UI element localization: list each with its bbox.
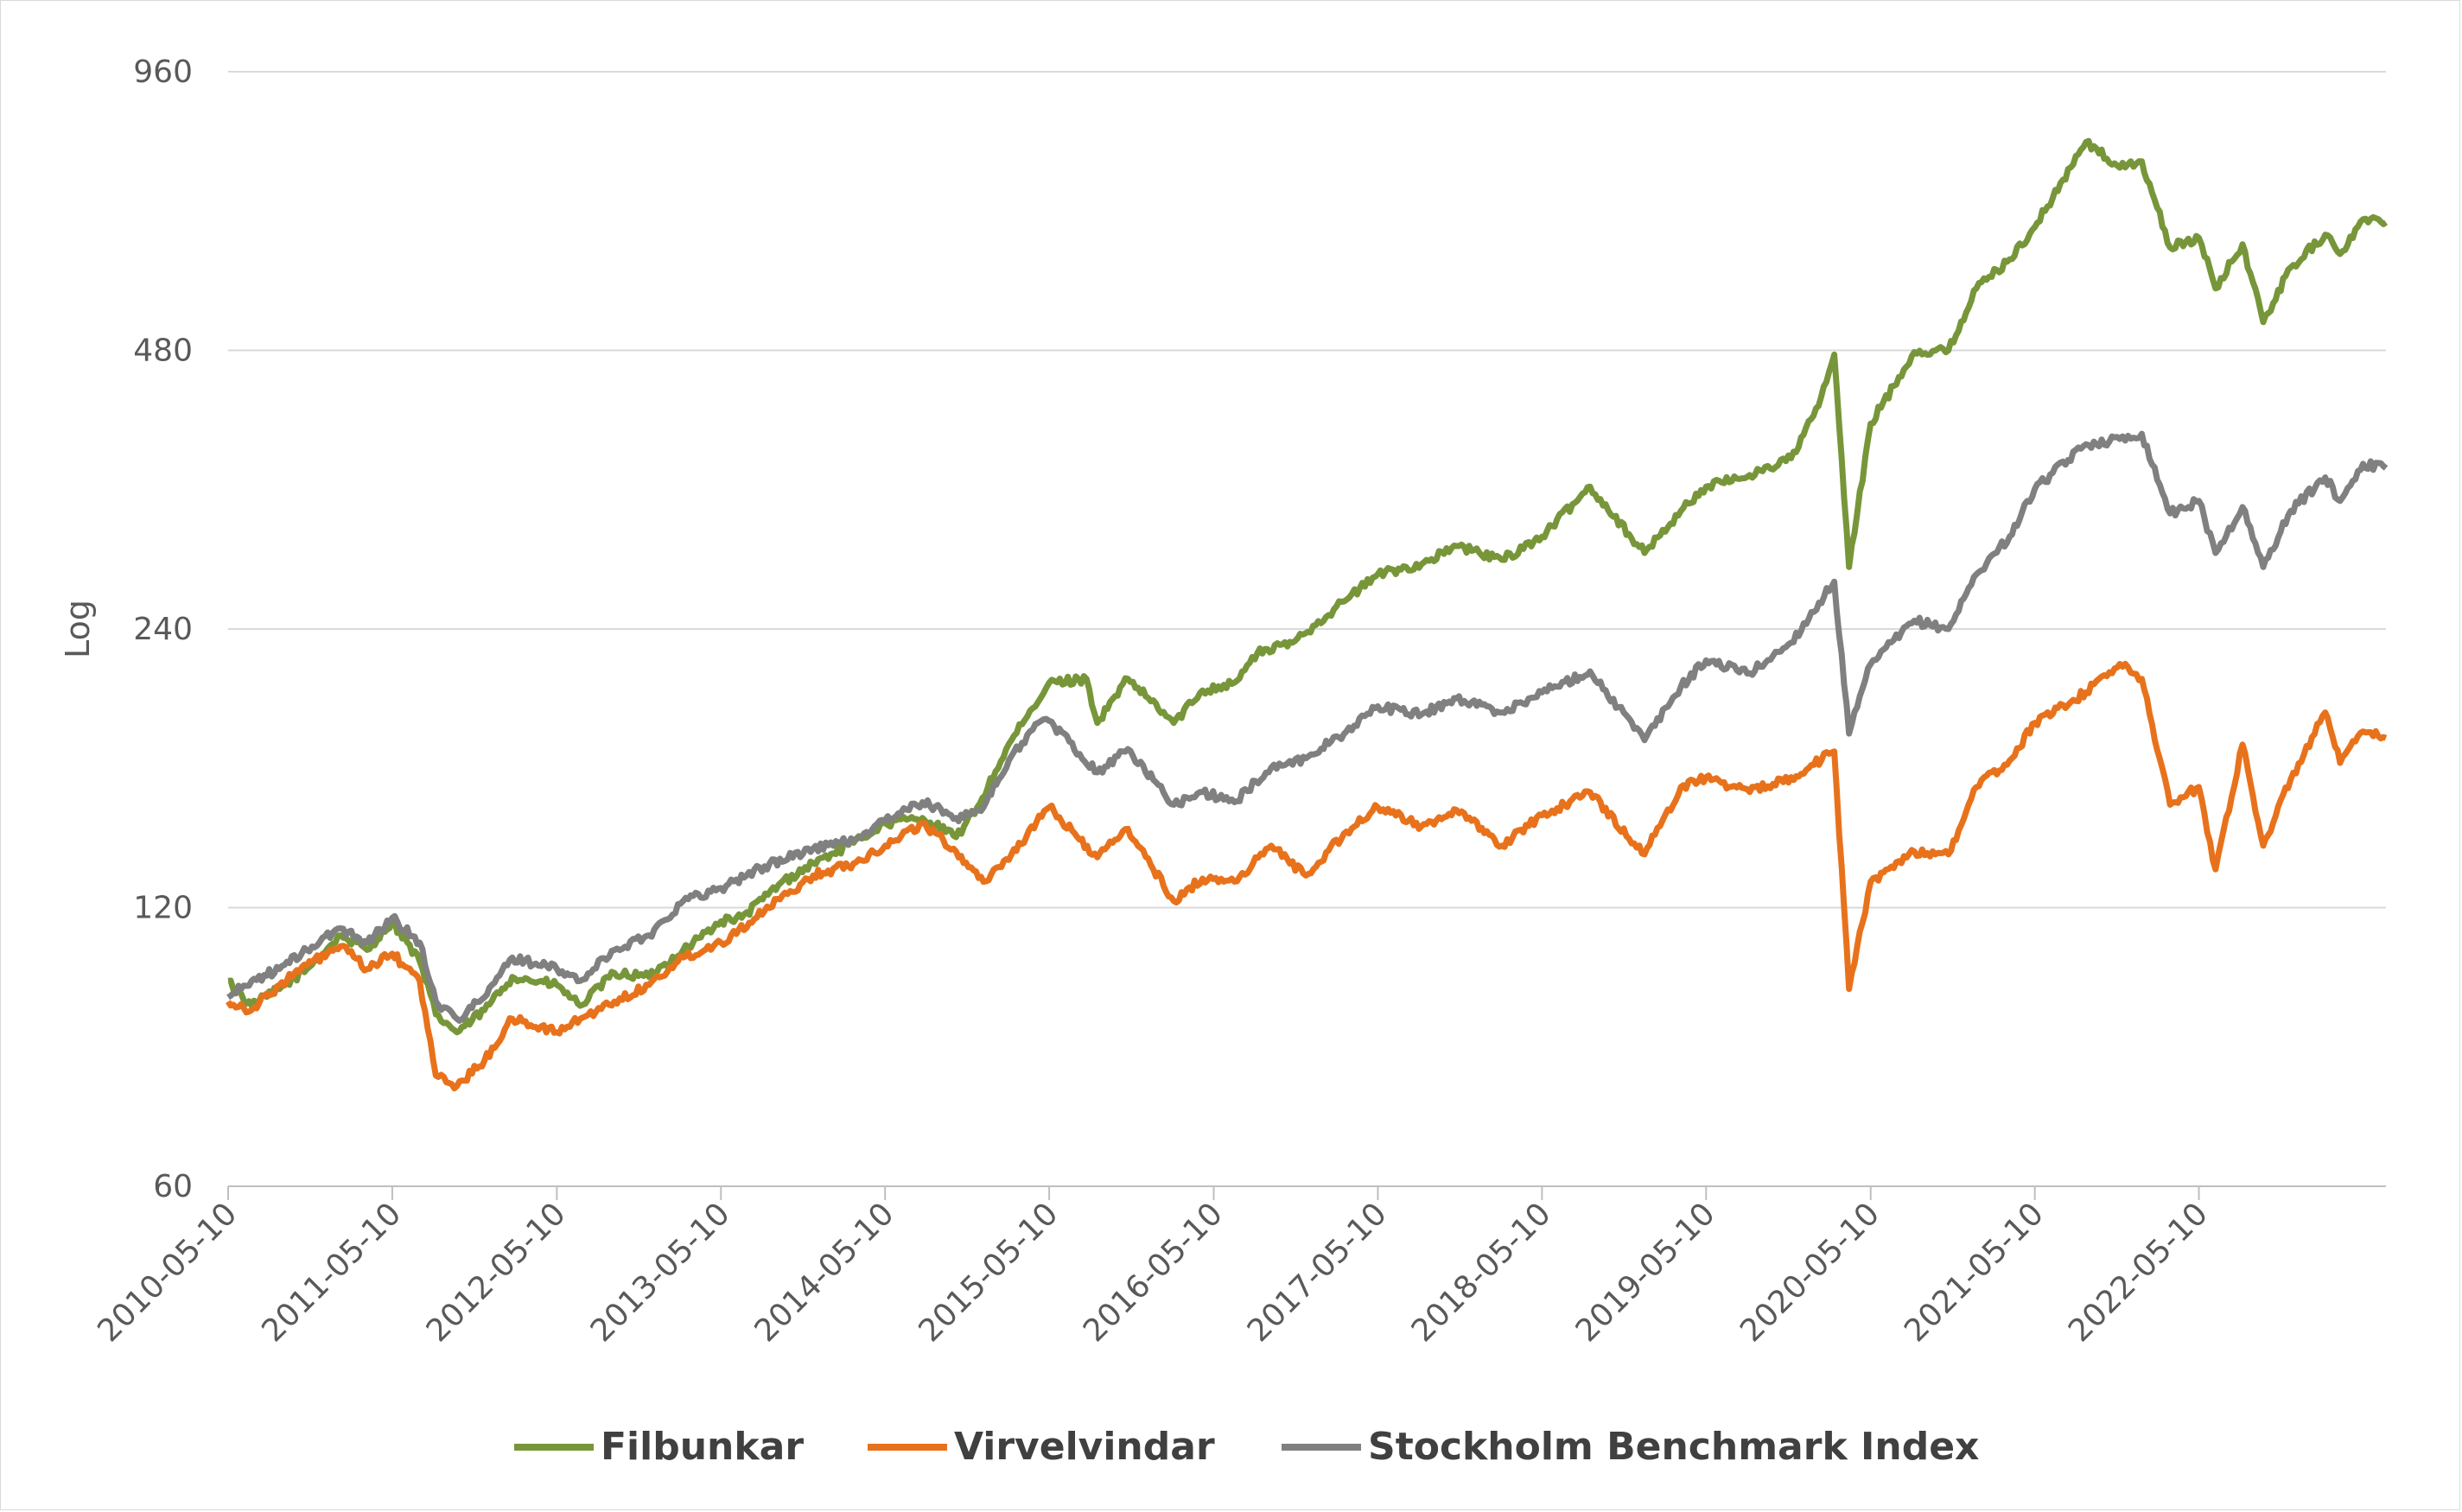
x-tick-label: 2013-05-10	[584, 1196, 737, 1349]
legend-label: Virvelvindar	[954, 1425, 1215, 1469]
legend: Filbunkar Virvelvindar Stockholm Benchmark…	[514, 1425, 1979, 1469]
y-tick-label: 480	[133, 334, 193, 369]
y-axis-label: Log	[59, 600, 97, 658]
y-tick-label: 240	[133, 612, 193, 647]
x-tick-label: 2019-05-10	[1569, 1196, 1722, 1349]
x-tick-label: 2016-05-10	[1077, 1196, 1230, 1349]
legend-label: Stockholm Benchmark Index	[1368, 1425, 1979, 1469]
x-tick-label: 2021-05-10	[1898, 1196, 2051, 1349]
x-tick-label: 2014-05-10	[748, 1196, 901, 1349]
y-tick-label: 960	[133, 54, 193, 90]
legend-label: Filbunkar	[601, 1425, 804, 1469]
y-tick-label: 120	[133, 891, 193, 926]
series-line-stockholm-benchmark-index	[226, 430, 2389, 1024]
x-tick-label: 2011-05-10	[255, 1196, 408, 1349]
x-tick-label: 2010-05-10	[91, 1196, 244, 1349]
series-lines	[226, 137, 2389, 1092]
y-tick-label: 60	[153, 1169, 193, 1204]
series-line-virvelvindar	[226, 660, 2388, 1092]
x-tick-label: 2017-05-10	[1241, 1196, 1394, 1349]
x-tick-label: 2012-05-10	[420, 1196, 573, 1349]
series-line-filbunkar	[227, 137, 2389, 1036]
x-tick-label: 2022-05-10	[2062, 1196, 2215, 1349]
gridlines	[228, 71, 2386, 909]
x-tick-label: 2020-05-10	[1734, 1196, 1886, 1349]
x-tick-label: 2015-05-10	[913, 1196, 1066, 1349]
x-tick-label: 2018-05-10	[1405, 1196, 1558, 1349]
